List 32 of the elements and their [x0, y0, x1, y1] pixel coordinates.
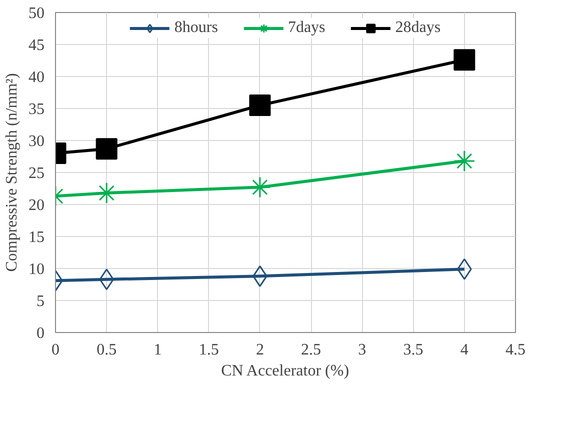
y-tick-label: 10: [28, 261, 44, 278]
x-tick-label: 3: [358, 342, 366, 358]
point: [99, 268, 114, 290]
point: [249, 94, 271, 116]
point: [454, 150, 476, 172]
y-tick-label: 20: [28, 197, 44, 214]
point: [96, 138, 118, 160]
y-tick-label: 25: [28, 165, 44, 182]
x-tick-label: 1.5: [198, 342, 219, 358]
y-tick-label: 0: [36, 325, 44, 342]
x-tick-label: 0: [52, 342, 60, 358]
y-tick-label: 30: [28, 133, 44, 150]
point: [454, 49, 476, 71]
legend-label: 7days: [288, 19, 326, 37]
x-tick-label: 4: [460, 342, 468, 358]
x-tick-label: 1: [154, 342, 162, 358]
x-axis-title: CN Accelerator (%): [221, 362, 350, 380]
x-tick-label: 2: [256, 342, 264, 358]
x-tick-label: 3.5: [403, 342, 424, 358]
y-tick-label: 45: [28, 37, 44, 54]
legend-label: 8hours: [174, 19, 218, 37]
x-tick-label: 4.5: [506, 342, 526, 358]
legend-label: 28days: [395, 19, 441, 37]
y-tick-label: 40: [28, 69, 44, 86]
y-tick-label: 50: [28, 5, 44, 22]
x-tick-label: 2.5: [301, 342, 322, 358]
y-tick-label: 5: [36, 293, 44, 310]
point: [456, 258, 472, 280]
x-tick-label: 0.5: [96, 342, 117, 358]
y-axis-title: Compressive Strength (n/mm²): [4, 73, 20, 272]
y-tick-label: 15: [28, 229, 44, 246]
y-tick-label: 35: [28, 101, 44, 118]
